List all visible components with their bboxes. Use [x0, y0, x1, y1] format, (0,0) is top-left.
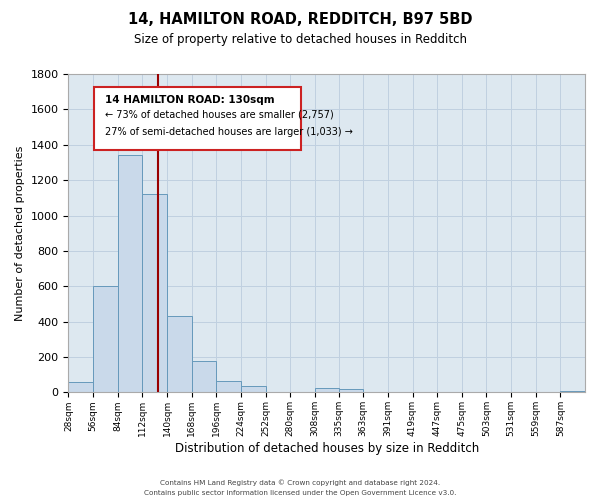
Y-axis label: Number of detached properties: Number of detached properties [15, 146, 25, 321]
Bar [191, 362, 216, 392]
Text: 27% of semi-detached houses are larger (1,033) →: 27% of semi-detached houses are larger (… [104, 126, 352, 136]
Text: Contains HM Land Registry data © Crown copyright and database right 2024.: Contains HM Land Registry data © Crown c… [160, 480, 440, 486]
Bar [93, 286, 118, 393]
Bar [315, 388, 340, 392]
FancyBboxPatch shape [94, 86, 301, 150]
Text: ← 73% of detached houses are smaller (2,757): ← 73% of detached houses are smaller (2,… [104, 109, 334, 119]
Text: Size of property relative to detached houses in Redditch: Size of property relative to detached ho… [133, 34, 467, 46]
Bar [142, 194, 167, 392]
Text: 14, HAMILTON ROAD, REDDITCH, B97 5BD: 14, HAMILTON ROAD, REDDITCH, B97 5BD [128, 12, 472, 28]
X-axis label: Distribution of detached houses by size in Redditch: Distribution of detached houses by size … [175, 442, 479, 455]
Bar [118, 156, 142, 392]
Bar [68, 382, 93, 392]
Bar [338, 389, 363, 392]
Bar [167, 316, 191, 392]
Bar [216, 381, 241, 392]
Bar [241, 386, 266, 392]
Text: Contains public sector information licensed under the Open Government Licence v3: Contains public sector information licen… [144, 490, 456, 496]
Bar [560, 390, 585, 392]
Text: 14 HAMILTON ROAD: 130sqm: 14 HAMILTON ROAD: 130sqm [104, 94, 274, 104]
